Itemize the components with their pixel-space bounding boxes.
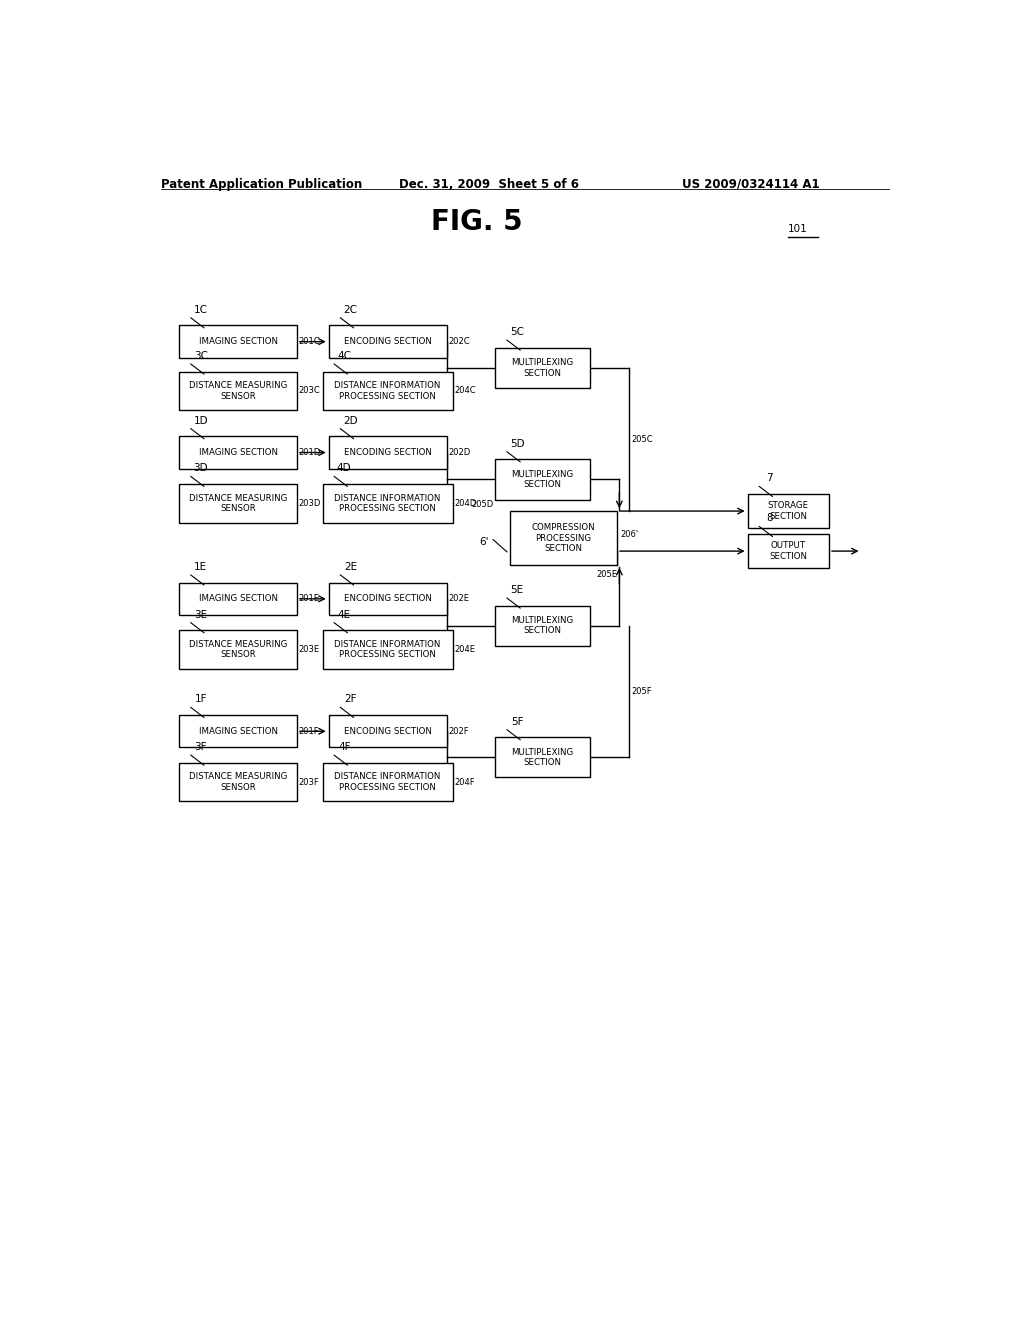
Bar [179, 763, 297, 801]
Bar [329, 582, 446, 615]
Bar [323, 631, 453, 669]
Text: 203F: 203F [299, 777, 319, 787]
Text: 2C: 2C [343, 305, 357, 314]
Bar [179, 372, 297, 411]
Bar [329, 326, 446, 358]
Text: 204F: 204F [455, 777, 475, 787]
Text: 101: 101 [788, 224, 808, 234]
Bar [496, 348, 590, 388]
Text: DISTANCE MEASURING
SENSOR: DISTANCE MEASURING SENSOR [188, 640, 288, 660]
Text: IMAGING SECTION: IMAGING SECTION [199, 727, 278, 735]
Text: DISTANCE MEASURING
SENSOR: DISTANCE MEASURING SENSOR [188, 772, 288, 792]
Text: 203C: 203C [299, 387, 321, 396]
Text: 205C: 205C [632, 436, 653, 444]
Bar [179, 631, 297, 669]
Text: DISTANCE MEASURING
SENSOR: DISTANCE MEASURING SENSOR [188, 494, 288, 513]
Bar [748, 535, 829, 568]
Bar [323, 484, 453, 523]
Text: 3F: 3F [195, 742, 207, 752]
Text: 205E: 205E [597, 570, 617, 578]
Text: 6': 6' [479, 537, 488, 546]
Text: 5D: 5D [510, 438, 524, 449]
Text: US 2009/0324114 A1: US 2009/0324114 A1 [682, 178, 820, 190]
Text: 5E: 5E [511, 585, 523, 595]
Text: MULTIPLEXING
SECTION: MULTIPLEXING SECTION [512, 616, 573, 635]
Text: IMAGING SECTION: IMAGING SECTION [199, 594, 278, 603]
Bar [323, 372, 453, 411]
Text: 8: 8 [766, 513, 773, 524]
Text: DISTANCE MEASURING
SENSOR: DISTANCE MEASURING SENSOR [188, 381, 288, 401]
Text: 205D: 205D [471, 500, 494, 510]
Text: 201D: 201D [299, 447, 321, 457]
Bar [179, 715, 297, 747]
Text: FIG. 5: FIG. 5 [431, 209, 522, 236]
Text: 5F: 5F [511, 717, 523, 726]
Text: COMPRESSION
PROCESSING
SECTION: COMPRESSION PROCESSING SECTION [531, 523, 595, 553]
Text: DISTANCE INFORMATION
PROCESSING SECTION: DISTANCE INFORMATION PROCESSING SECTION [335, 494, 440, 513]
Text: Dec. 31, 2009  Sheet 5 of 6: Dec. 31, 2009 Sheet 5 of 6 [399, 178, 580, 190]
Text: 201E: 201E [299, 594, 319, 603]
Text: MULTIPLEXING
SECTION: MULTIPLEXING SECTION [512, 747, 573, 767]
Text: 204D: 204D [455, 499, 476, 508]
Text: 203D: 203D [299, 499, 321, 508]
Bar [496, 738, 590, 777]
Bar [179, 582, 297, 615]
Text: 206': 206' [621, 529, 638, 539]
Text: ENCODING SECTION: ENCODING SECTION [344, 337, 431, 346]
Text: 3C: 3C [194, 351, 208, 360]
Text: 202E: 202E [449, 594, 469, 603]
Text: 1D: 1D [194, 416, 208, 425]
Bar [179, 484, 297, 523]
Text: 1C: 1C [194, 305, 208, 314]
Text: OUTPUT
SECTION: OUTPUT SECTION [769, 541, 807, 561]
Bar [329, 437, 446, 469]
Text: 2E: 2E [344, 562, 357, 572]
Text: 202F: 202F [449, 727, 469, 735]
Text: DISTANCE INFORMATION
PROCESSING SECTION: DISTANCE INFORMATION PROCESSING SECTION [335, 772, 440, 792]
Bar [323, 763, 453, 801]
Text: 3E: 3E [195, 610, 208, 619]
Text: 204C: 204C [455, 387, 476, 396]
Bar [179, 437, 297, 469]
Text: 5C: 5C [510, 327, 524, 337]
Text: 4D: 4D [337, 463, 351, 474]
Text: DISTANCE INFORMATION
PROCESSING SECTION: DISTANCE INFORMATION PROCESSING SECTION [335, 640, 440, 660]
Bar [510, 511, 617, 565]
Text: 4C: 4C [337, 351, 351, 360]
Bar [179, 326, 297, 358]
Text: ENCODING SECTION: ENCODING SECTION [344, 594, 431, 603]
Text: 1F: 1F [195, 694, 207, 705]
Text: ENCODING SECTION: ENCODING SECTION [344, 447, 431, 457]
Text: DISTANCE INFORMATION
PROCESSING SECTION: DISTANCE INFORMATION PROCESSING SECTION [335, 381, 440, 401]
Text: 7: 7 [766, 474, 773, 483]
Bar [329, 715, 446, 747]
Bar [748, 494, 829, 528]
Text: IMAGING SECTION: IMAGING SECTION [199, 337, 278, 346]
Bar [496, 606, 590, 645]
Text: Patent Application Publication: Patent Application Publication [161, 178, 361, 190]
Text: 1E: 1E [195, 562, 208, 572]
Text: 4F: 4F [338, 742, 350, 752]
Text: IMAGING SECTION: IMAGING SECTION [199, 447, 278, 457]
Text: 201F: 201F [299, 727, 319, 735]
Text: 2D: 2D [343, 416, 357, 425]
Text: STORAGE
SECTION: STORAGE SECTION [768, 502, 809, 521]
Text: 4E: 4E [338, 610, 351, 619]
Text: 3D: 3D [194, 463, 208, 474]
Text: 202D: 202D [449, 447, 470, 457]
Text: 2F: 2F [344, 694, 356, 705]
Text: 205F: 205F [632, 688, 652, 696]
Text: 201C: 201C [299, 337, 321, 346]
Text: ENCODING SECTION: ENCODING SECTION [344, 727, 431, 735]
Text: 203E: 203E [299, 645, 319, 655]
Text: MULTIPLEXING
SECTION: MULTIPLEXING SECTION [512, 470, 573, 490]
Text: 202C: 202C [449, 337, 470, 346]
Bar [496, 459, 590, 499]
Text: MULTIPLEXING
SECTION: MULTIPLEXING SECTION [512, 358, 573, 378]
Text: 204E: 204E [455, 645, 475, 655]
